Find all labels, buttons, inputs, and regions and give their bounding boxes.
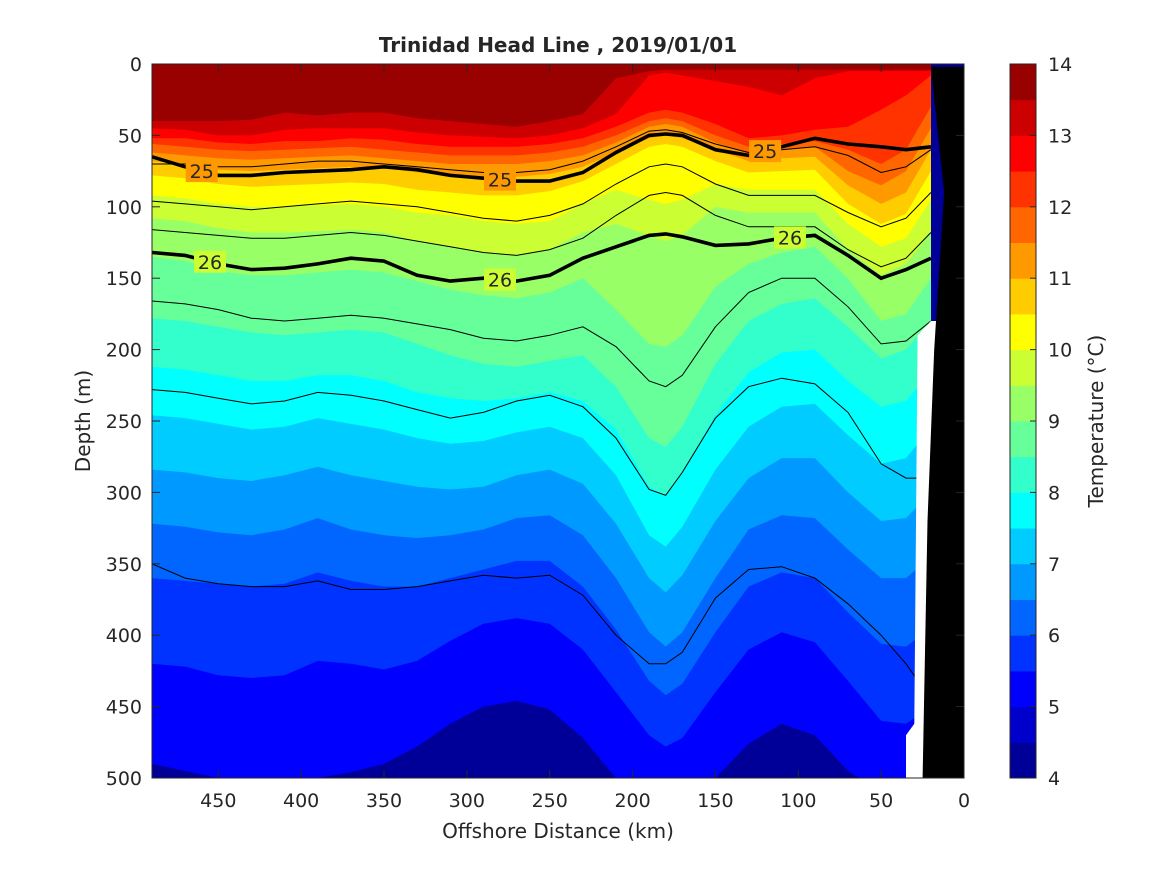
density-contour-4: [152, 277, 932, 388]
density-contour-6: [152, 563, 932, 700]
colorbar-segment: [1010, 349, 1036, 386]
contour-label-bg: [194, 250, 226, 273]
y-axis-label: Depth (m): [71, 370, 95, 472]
colorbar-segment: [1010, 706, 1036, 743]
y-tick-label: 500: [106, 768, 142, 790]
colorbar-segment: [1010, 492, 1036, 529]
colorbar-tick-label: 10: [1048, 340, 1072, 362]
colorbar-segment: [1010, 563, 1036, 600]
y-tick-label: 400: [106, 625, 142, 647]
density-contour-3: [152, 191, 932, 268]
colorbar-segment: [1010, 456, 1036, 493]
colorbar: 4 5 6 7 8 9 10 11 12 13 14: [1009, 54, 1072, 790]
y-tick-label: 200: [106, 340, 142, 362]
colorbar-segment: [1010, 99, 1036, 136]
y-tick-label: 100: [106, 197, 142, 219]
density-contour-1: [152, 129, 932, 174]
colorbar-label: Temperature (°C): [1084, 335, 1108, 509]
colorbar-segment: [1010, 635, 1036, 672]
y-tick-label: 450: [106, 697, 142, 719]
x-tick-label: 0: [958, 790, 970, 812]
x-tick-label: 450: [200, 790, 236, 812]
density-contour-26: [152, 232, 932, 283]
colorbar-tick-label: 5: [1048, 697, 1060, 719]
contour-label: 26: [198, 252, 222, 274]
contour-label-bg: [484, 268, 516, 291]
y-tick-label: 250: [106, 411, 142, 433]
x-tick-label: 100: [780, 790, 816, 812]
colorbar-segment: [1010, 278, 1036, 315]
contour-label: 26: [778, 228, 802, 250]
colorbar-segment: [1010, 206, 1036, 243]
colorbar-tick-label: 12: [1048, 197, 1072, 219]
y-tick-label: 50: [118, 125, 142, 147]
colorbar-segment: [1010, 171, 1036, 208]
colorbar-segment: [1010, 670, 1036, 708]
colorbar-tick-label: 4: [1048, 768, 1060, 790]
x-axis-label: Offshore Distance (km): [442, 819, 674, 843]
colorbar-tick-label: 7: [1048, 554, 1060, 576]
colorbar-segment: [1010, 528, 1036, 565]
x-tick-label: 250: [532, 790, 568, 812]
x-tick-label: 350: [366, 790, 402, 812]
colorbar-segment: [1010, 385, 1036, 422]
contour-label: 26: [488, 270, 512, 292]
colorbar-tick-label: 14: [1048, 54, 1072, 76]
colorbar-segment: [1010, 135, 1036, 172]
colorbar-tick-label: 6: [1048, 625, 1060, 647]
contour-label: 25: [190, 161, 214, 183]
colorbar-tick-label: 11: [1048, 268, 1072, 290]
colorbar-segment: [1010, 313, 1036, 351]
y-tick-label: 0: [130, 54, 142, 76]
colorbar-segment: [1010, 742, 1036, 779]
x-tick-label: 200: [614, 790, 650, 812]
contour-label-bg: [185, 160, 218, 183]
x-tick-label: 150: [697, 790, 733, 812]
colorbar-tick-label: 13: [1048, 125, 1072, 147]
density-contour-25: [152, 132, 932, 183]
colorbar-segment: [1010, 64, 1036, 101]
colorbar-tick-label: 8: [1048, 482, 1060, 504]
contour-label-bg: [774, 226, 806, 249]
x-tick-label: 300: [449, 790, 485, 812]
axes-layer: 450 400 350 300 250 200 150 100 50 00501001502002…: [106, 54, 970, 812]
colorbar-segment: [1010, 599, 1036, 636]
plot-area: 25 25 25 26 26 26: [152, 64, 964, 778]
colorbar-segment: [1010, 421, 1036, 458]
chart-title: Trinidad Head Line , 2019/01/01: [379, 33, 737, 57]
density-contour-2: [152, 163, 932, 228]
temperature-band-13.5: [152, 64, 931, 127]
y-tick-label: 350: [106, 554, 142, 576]
contour-label-bg: [749, 140, 782, 163]
colorbar-segment: [1010, 242, 1036, 279]
contour-label: 25: [488, 170, 512, 192]
colorbar-tick-label: 9: [1048, 411, 1060, 433]
x-tick-label: 400: [283, 790, 319, 812]
land-mask: [922, 66, 964, 778]
y-tick-label: 150: [106, 268, 142, 290]
contour-label: 25: [753, 141, 777, 163]
contour-label-bg: [484, 168, 516, 191]
density-contour-5: [152, 377, 931, 496]
y-tick-label: 300: [106, 482, 142, 504]
x-tick-label: 50: [869, 790, 893, 812]
